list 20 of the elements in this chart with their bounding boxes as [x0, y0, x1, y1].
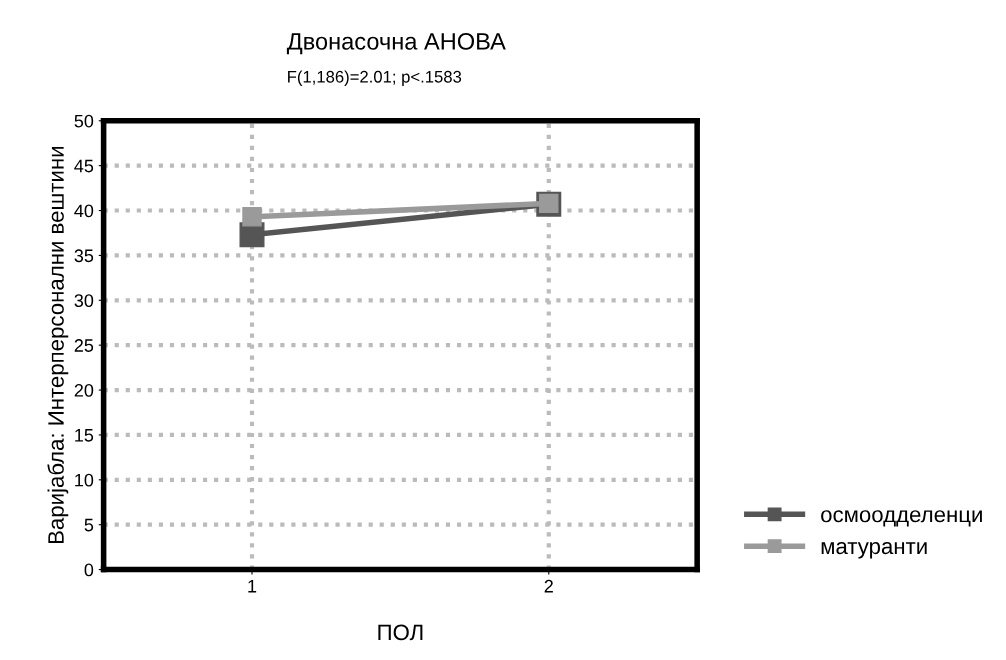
- y-tick-label: 40: [74, 204, 94, 218]
- y-tick-label: 45: [74, 159, 94, 173]
- y-tick-label: 30: [74, 294, 94, 308]
- y-tick-label: 20: [74, 383, 94, 397]
- y-tick-label: 15: [75, 429, 94, 442]
- x-tick-label: 2: [544, 579, 553, 593]
- x-tick-label: 1: [248, 579, 257, 593]
- chart-subtitle: F(1,186)=2.01; p<.1583: [288, 70, 462, 86]
- y-tick-label: 50: [74, 114, 94, 128]
- point: [242, 207, 262, 227]
- y-tick-label: 5: [84, 518, 94, 532]
- y-tick-label: 35: [74, 249, 94, 263]
- legend-label: осмоодделенци: [821, 510, 982, 527]
- y-axis-title: Варијабла: Интерперсонални вештини: [47, 146, 69, 544]
- legend-label: матуранти: [821, 541, 927, 559]
- y-tick-label: 10: [75, 473, 94, 487]
- y-tick-label: 25: [74, 339, 94, 352]
- y-tick-label: 0: [84, 563, 94, 577]
- chart-title: Двонасочна АНОВА: [286, 33, 506, 55]
- x-axis-title: ПОЛ: [378, 624, 423, 641]
